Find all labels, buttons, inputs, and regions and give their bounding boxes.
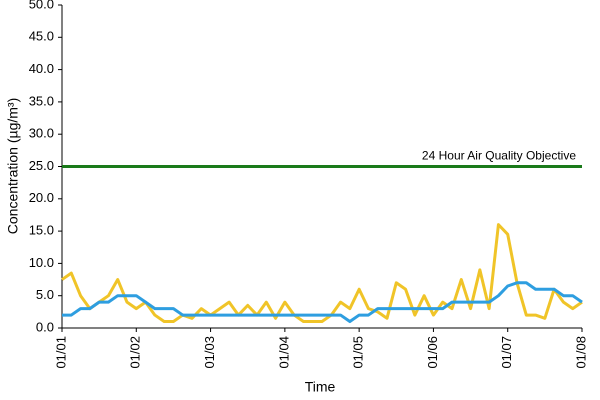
y-tick-label: 20.0 <box>29 190 54 205</box>
x-axis-label: Time <box>305 379 336 395</box>
y-axis-label: Concentration (µg/m³) <box>5 98 21 234</box>
y-tick-label: 15.0 <box>29 223 54 238</box>
x-tick-label: 01/04 <box>276 336 291 369</box>
x-tick-label: 01/01 <box>53 336 68 369</box>
y-tick-label: 0.0 <box>36 319 54 334</box>
y-tick-label: 30.0 <box>29 126 54 141</box>
x-tick-label: 01/07 <box>499 336 514 369</box>
x-tick-label: 01/06 <box>425 336 440 369</box>
series-line <box>61 223 583 324</box>
x-tick-label: 01/02 <box>128 336 143 369</box>
y-tick-label: 50.0 <box>29 0 54 11</box>
series-line <box>62 281 583 324</box>
x-tick-label: 01/03 <box>202 336 217 369</box>
x-tick-label: 01/08 <box>573 336 588 369</box>
y-tick-label: 25.0 <box>29 158 54 173</box>
y-tick-label: 5.0 <box>36 287 54 302</box>
y-tick-label: 35.0 <box>29 93 54 108</box>
y-tick-label: 45.0 <box>29 29 54 44</box>
x-tick-label: 01/05 <box>351 336 366 369</box>
threshold-label: 24 Hour Air Quality Objective <box>422 149 576 163</box>
y-tick-label: 40.0 <box>29 61 54 76</box>
y-tick-label: 10.0 <box>29 255 54 270</box>
